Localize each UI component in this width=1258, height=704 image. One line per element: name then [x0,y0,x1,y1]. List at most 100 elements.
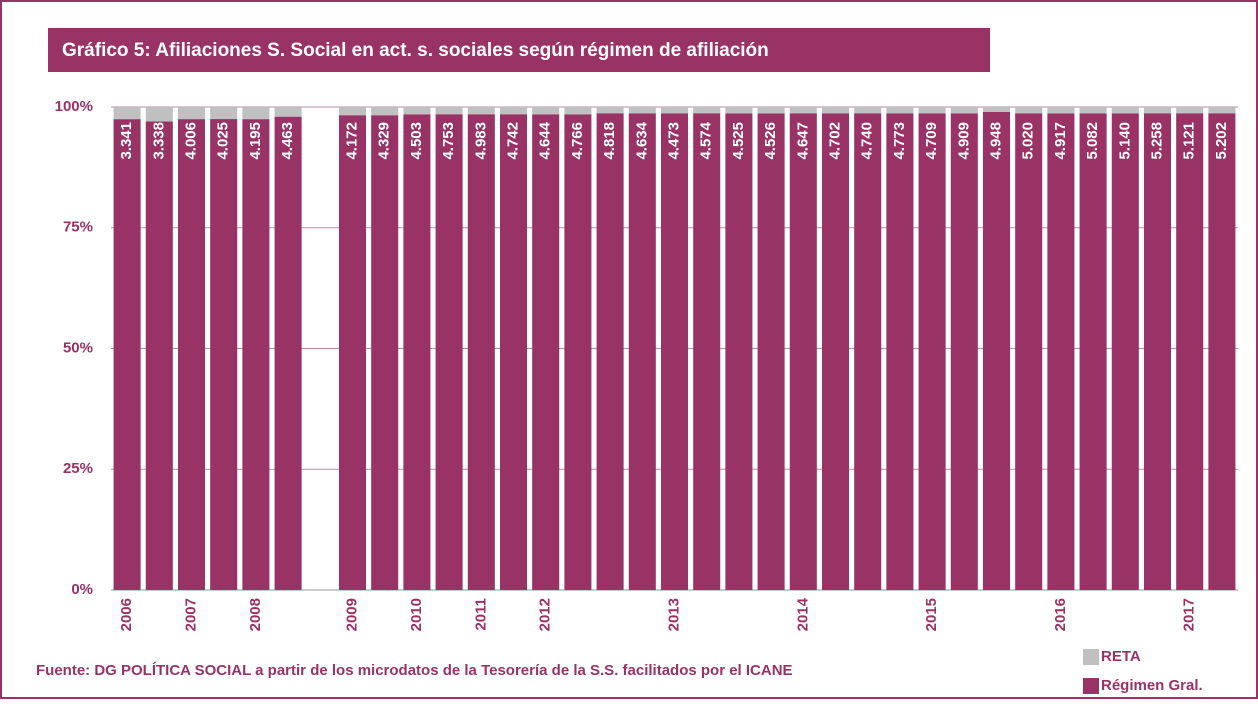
bar-segment [918,107,946,114]
bar-segment [435,114,463,590]
x-tick-label: 2017 [1181,598,1198,631]
bar-segment [693,107,721,114]
data-label: 4.818 [601,122,618,160]
bar-segment [1143,113,1172,591]
x-tick-label: 2014 [794,597,811,631]
data-label: 5.121 [1181,122,1198,160]
bar-segment [789,113,817,591]
data-label: 5.140 [1116,122,1133,160]
bar-segment [660,107,689,114]
y-tick-label: 100% [55,98,93,115]
data-label: 4.574 [698,121,715,159]
title-banner [48,28,990,72]
bar-segment [403,107,431,115]
bar-segment [950,113,978,590]
data-label: 4.753 [440,122,457,160]
bar-segment [177,119,206,590]
bar-segment [725,113,753,590]
bar-segment [467,107,495,115]
bar-segment [371,107,399,116]
data-label: 4.948 [987,122,1004,160]
chart-title: Gráfico 5: Afiliaciones S. Social en act… [62,40,769,61]
bar-segment [242,119,270,590]
x-tick-label: 2013 [665,598,682,631]
bar-segment [628,113,656,591]
bar-segment [274,116,302,590]
data-label: 4.634 [633,121,650,159]
legend-swatch [1083,678,1099,694]
bar-segment [886,113,914,591]
bar-segment [950,107,978,114]
data-label: 4.195 [247,122,264,160]
bar-segment [177,107,206,120]
bar-segment [1111,113,1139,590]
bar-segment [821,113,850,591]
data-label: 4.463 [279,122,296,160]
bar-segment [854,107,882,114]
data-label: 5.020 [1020,122,1037,160]
data-label: 4.172 [343,122,360,160]
bar-segment [854,113,882,591]
x-tick-label: 2010 [408,598,425,631]
data-label: 4.503 [408,122,425,160]
bar-segment [1111,107,1139,114]
data-label: 4.983 [472,122,489,160]
y-tick-label: 50% [63,339,93,356]
bar-segment [1015,107,1043,114]
bar-segment [435,107,463,115]
data-label: 4.740 [859,122,876,160]
data-label: 4.473 [665,122,682,160]
bar-segment [693,113,721,590]
data-label: 4.644 [537,121,554,159]
bar-segment [821,107,850,114]
data-label: 4.702 [826,122,843,160]
bar-segment [210,107,238,120]
bar-segment [113,119,141,591]
bar-segment [467,114,495,590]
bar-segment [982,111,1011,590]
data-label: 3.341 [118,122,135,160]
bar-segment [789,107,817,114]
data-label: 4.647 [794,122,811,160]
x-tick-label: 2012 [537,598,554,631]
bar-segment [982,107,1011,112]
bar-segment [532,114,560,591]
x-tick-label: 2011 [472,598,489,631]
bar-segment [338,115,367,590]
data-label: 5.082 [1084,122,1101,160]
x-tick-label: 2006 [118,598,135,631]
bar-segment [499,114,528,590]
x-tick-label: 2015 [923,598,940,631]
x-tick-label: 2009 [343,598,360,631]
bar-segment [1015,113,1043,590]
data-label: 4.025 [215,122,232,160]
bar-segment [1079,107,1107,114]
bar-segment [1047,107,1075,114]
data-label: 4.329 [376,122,393,160]
bar-segment [1176,107,1204,114]
bar-segment [338,107,367,116]
x-tick-label: 2016 [1052,598,1069,631]
bar-segment [1208,113,1236,590]
y-tick-label: 75% [63,219,93,236]
bar-segment [210,119,238,590]
bar-segment [596,113,624,590]
y-tick-label: 25% [63,460,93,477]
data-label: 4.709 [923,122,940,160]
bar-segment [1079,113,1107,590]
bar-segment [757,113,785,591]
data-label: 3.338 [150,122,167,160]
legend-label: RETA [1101,648,1141,665]
data-label: 4.006 [182,122,199,160]
bar-segment [499,107,528,115]
data-label: 4.526 [762,122,779,160]
bar-segment [1176,113,1204,590]
bar-segment [660,113,689,590]
bar-segment [757,107,785,114]
bar-segment [1047,113,1075,590]
data-label: 4.773 [891,122,908,160]
y-tick-label: 0% [71,581,93,598]
legend-label: Régimen Gral. [1101,677,1203,694]
data-label: 5.258 [1148,122,1165,160]
